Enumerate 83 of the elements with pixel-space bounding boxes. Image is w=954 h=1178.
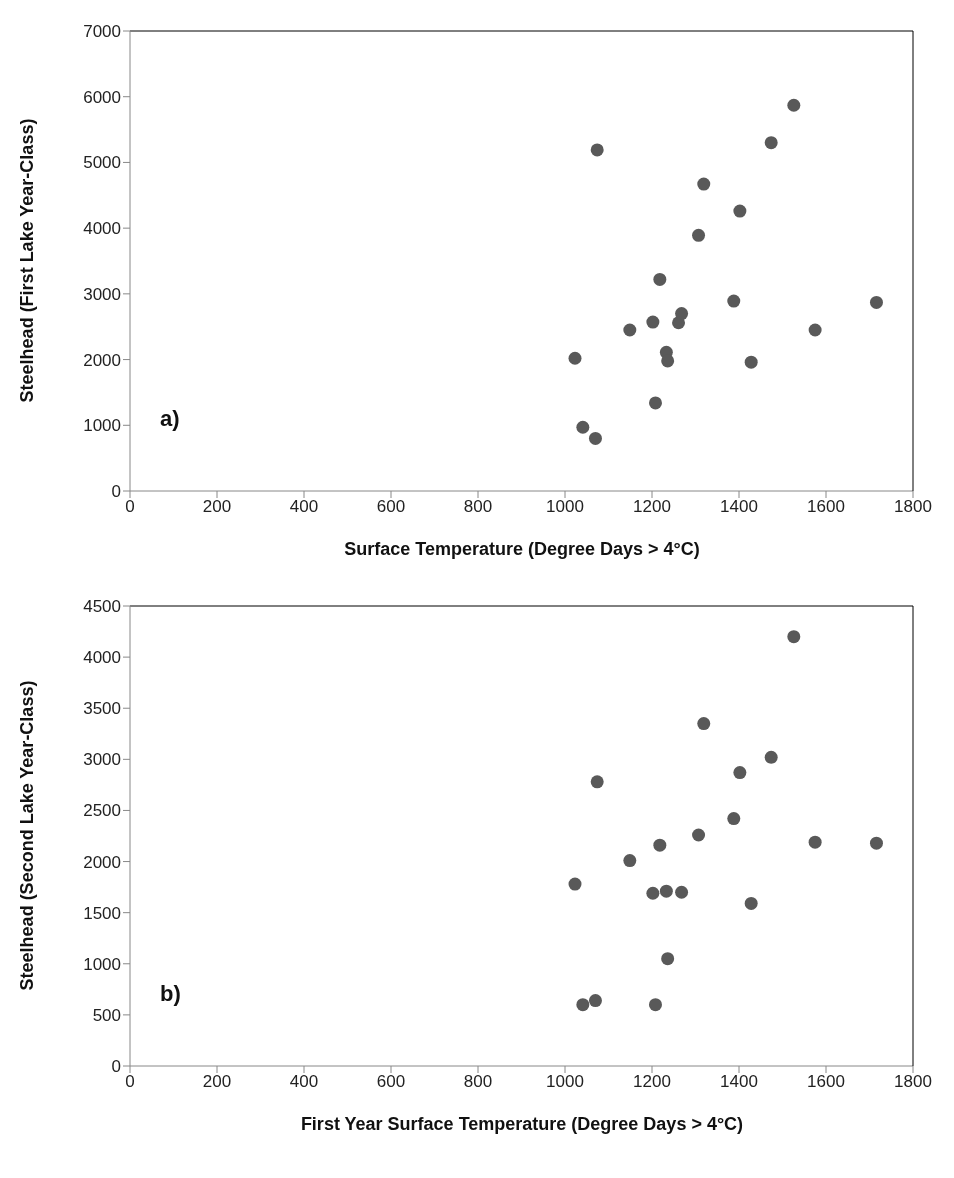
- y-tick-label: 3000: [83, 750, 121, 770]
- point: [744, 355, 758, 369]
- point: [646, 886, 660, 900]
- x-tick-label: 1200: [633, 497, 671, 517]
- y-axis-title: Steelhead (First Lake Year-Class): [17, 118, 39, 403]
- point: [727, 812, 741, 826]
- x-tick-label: 1800: [894, 497, 932, 517]
- point: [697, 177, 711, 191]
- y-tick-label: 4000: [83, 219, 121, 239]
- x-tick-label: 0: [125, 497, 135, 517]
- x-tick-label: 1800: [894, 1072, 932, 1092]
- point: [744, 896, 758, 910]
- point: [764, 136, 778, 150]
- annotation: b): [160, 981, 181, 1007]
- y-tick-label: 2500: [83, 801, 121, 821]
- point: [588, 994, 602, 1008]
- x-tick-label: 800: [463, 497, 493, 517]
- x-tick-label: 600: [376, 1072, 406, 1092]
- y-tick-label: 2000: [83, 852, 121, 872]
- point: [675, 885, 689, 899]
- point: [576, 420, 590, 434]
- point: [648, 998, 662, 1012]
- x-tick-label: 400: [289, 497, 319, 517]
- x-axis-title: First Year Surface Temperature (Degree Days > 4°C): [299, 1114, 745, 1135]
- point: [568, 351, 582, 365]
- annotation: a): [160, 406, 180, 432]
- point: [764, 750, 778, 764]
- point: [787, 98, 801, 112]
- x-tick-label: 600: [376, 497, 406, 517]
- point: [623, 323, 637, 337]
- y-tick-label: 3000: [83, 284, 121, 304]
- point: [653, 838, 667, 852]
- y-tick-label: 2000: [83, 350, 121, 370]
- y-tick-label: 7000: [83, 22, 121, 42]
- point: [646, 315, 660, 329]
- x-tick-label: 1400: [720, 1072, 758, 1092]
- point: [692, 828, 706, 842]
- point: [568, 877, 582, 891]
- point: [808, 835, 822, 849]
- point: [692, 228, 706, 242]
- x-tick-label: 1000: [546, 497, 584, 517]
- y-tick-label: 3500: [83, 699, 121, 719]
- point: [733, 204, 747, 218]
- point: [869, 295, 883, 309]
- point: [733, 766, 747, 780]
- x-tick-label: 1200: [633, 1072, 671, 1092]
- point: [623, 854, 637, 868]
- x-tick-label: 400: [289, 1072, 319, 1092]
- x-tick-label: 1600: [807, 1072, 845, 1092]
- y-tick-label: 5000: [83, 153, 121, 173]
- y-tick-label: 4000: [83, 648, 121, 668]
- point: [869, 836, 883, 850]
- y-axis-title: Steelhead (Second Lake Year-Class): [17, 680, 39, 991]
- x-tick-label: 1000: [546, 1072, 584, 1092]
- point: [808, 323, 822, 337]
- x-tick-label: 1400: [720, 497, 758, 517]
- point: [661, 354, 675, 368]
- point: [590, 143, 604, 157]
- point: [661, 952, 675, 966]
- x-tick-label: 200: [202, 1072, 232, 1092]
- point: [659, 884, 673, 898]
- y-tick-label: 4500: [83, 597, 121, 617]
- x-tick-label: 200: [202, 497, 232, 517]
- point: [787, 630, 801, 644]
- y-tick-label: 1500: [83, 903, 121, 923]
- point: [576, 998, 590, 1012]
- point: [588, 431, 602, 445]
- x-tick-label: 0: [125, 1072, 135, 1092]
- point: [697, 717, 711, 731]
- y-tick-label: 0: [111, 1057, 121, 1077]
- point: [727, 294, 741, 308]
- y-tick-label: 0: [111, 482, 121, 502]
- x-axis-title: Surface Temperature (Degree Days > 4°C): [343, 539, 701, 560]
- x-tick-label: 800: [463, 1072, 493, 1092]
- point: [590, 775, 604, 789]
- y-tick-label: 1000: [83, 416, 121, 436]
- x-tick-label: 1600: [807, 497, 845, 517]
- point: [675, 307, 689, 321]
- y-tick-label: 1000: [83, 954, 121, 974]
- point: [648, 396, 662, 410]
- y-tick-label: 6000: [83, 87, 121, 107]
- point: [653, 272, 667, 286]
- y-tick-label: 500: [92, 1005, 121, 1025]
